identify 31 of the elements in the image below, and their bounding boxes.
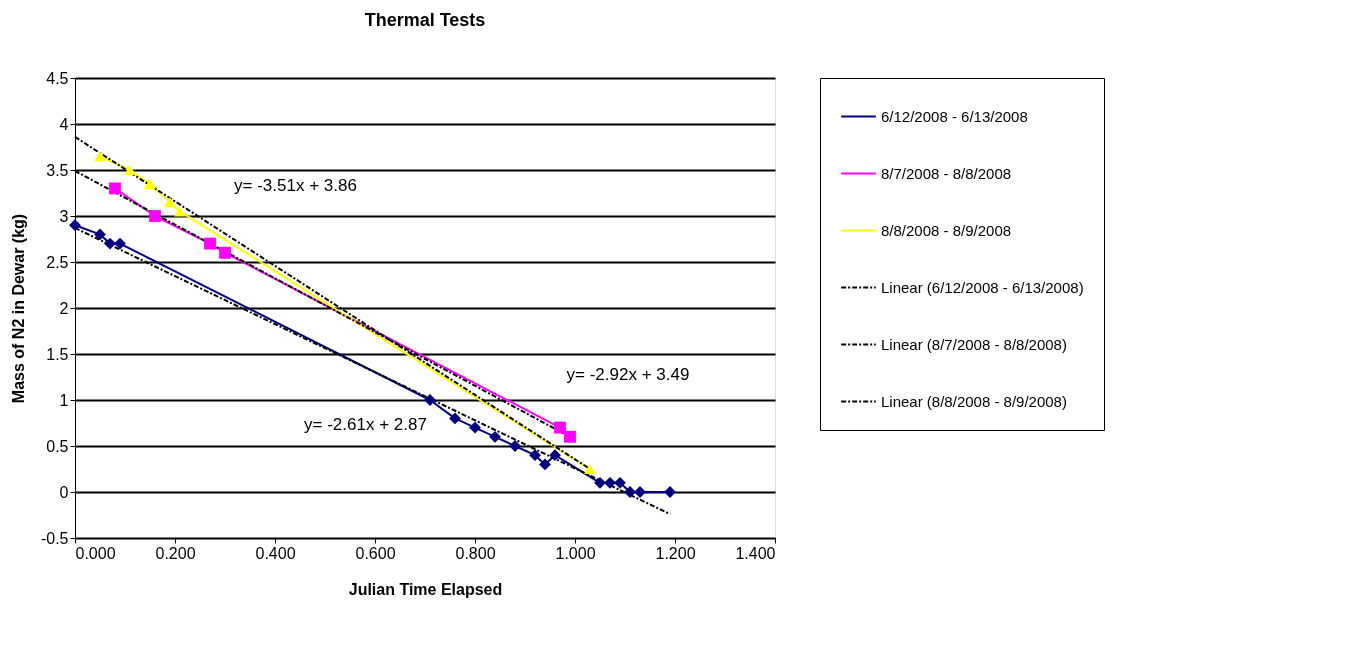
y-axis-title: Mass of N2 in Dewar (kg) <box>9 213 27 404</box>
x-tick-label: 1.000 <box>555 544 596 562</box>
y-tick-label: 4.5 <box>46 69 69 87</box>
chart-title: Thermal Tests <box>364 10 486 30</box>
legend-label: 8/8/2008 - 8/9/2008 <box>881 221 1012 239</box>
y-tick-label: 3.5 <box>46 161 69 179</box>
legend-label: Linear (6/12/2008 - 6/13/2008) <box>881 278 1084 296</box>
y-tick-label: 1 <box>59 391 69 409</box>
y-tick-label: 1.5 <box>46 345 69 363</box>
legend-label: Linear (8/7/2008 - 8/8/2008) <box>881 335 1067 353</box>
x-tick-label: 1.400 <box>735 544 776 562</box>
annotation: y= -2.92x + 3.49 <box>566 364 690 384</box>
x-tick-label: 0.600 <box>355 544 396 562</box>
x-tick-label: 0.000 <box>75 544 116 562</box>
y-tick-label: -0.5 <box>40 529 69 547</box>
y-tick-label: 2 <box>59 299 69 317</box>
x-tick-label: 0.200 <box>155 544 196 562</box>
legend-label: 8/7/2008 - 8/8/2008 <box>881 164 1012 182</box>
x-axis-title: Julian Time Elapsed <box>348 580 503 598</box>
y-tick-label: 0.5 <box>46 437 69 455</box>
y-tick-label: 2.5 <box>46 253 69 271</box>
annotation: y= -3.51x + 3.86 <box>234 176 357 196</box>
x-tick-label: 1.200 <box>655 544 696 562</box>
y-tick-label: 0 <box>59 483 69 501</box>
legend-label: Linear (8/8/2008 - 8/9/2008) <box>881 392 1067 410</box>
y-tick-label: 3 <box>59 207 69 225</box>
annotation: y= -2.61x + 2.87 <box>304 415 427 435</box>
legend-label: 6/12/2008 - 6/13/2008 <box>881 107 1028 125</box>
y-tick-label: 4 <box>59 115 69 133</box>
x-tick-label: 0.400 <box>255 544 296 562</box>
x-tick-label: 0.800 <box>455 544 496 562</box>
